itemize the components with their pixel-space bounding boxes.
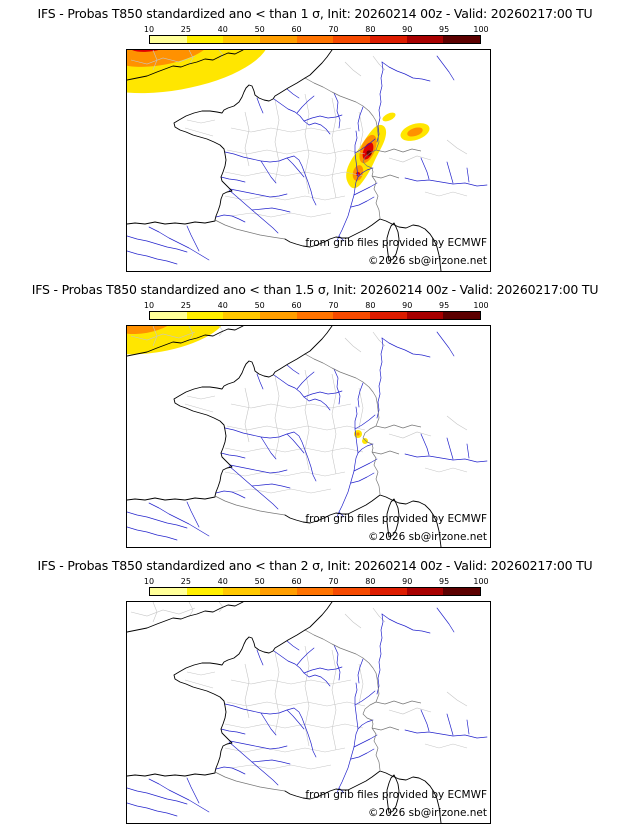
colorbar-gradient-bar bbox=[149, 35, 481, 44]
colorbar-tick: 70 bbox=[328, 577, 339, 586]
colorbar-tick-labels: 10 25 40 50 60 70 80 90 95 100 bbox=[144, 301, 489, 311]
colorbar-segment bbox=[406, 312, 444, 319]
colorbar-segment bbox=[443, 36, 481, 43]
map-france: from grib files provided by ECMWF ©2026 … bbox=[126, 49, 491, 272]
colorbar-segment bbox=[223, 36, 261, 43]
colorbar-gradient-bar bbox=[149, 587, 481, 596]
colorbar-segment bbox=[333, 312, 371, 319]
colorbar-tick: 40 bbox=[217, 577, 228, 586]
copyright-text: ©2026 sb@irizone.net bbox=[368, 807, 487, 819]
colorbar-segment bbox=[223, 312, 261, 319]
colorbar-tick: 60 bbox=[291, 25, 302, 34]
colorbar-segment bbox=[370, 36, 407, 43]
colorbar-tick: 25 bbox=[180, 301, 191, 310]
panel-title: IFS - Probas T850 standardized ano < tha… bbox=[31, 282, 599, 297]
colorbar-tick: 100 bbox=[473, 301, 489, 310]
probability-colorbar: 10 25 40 50 60 70 80 90 95 100 bbox=[144, 25, 489, 44]
colorbar-tick: 60 bbox=[291, 301, 302, 310]
colorbar-tick: 50 bbox=[254, 577, 265, 586]
colorbar-tick: 100 bbox=[473, 25, 489, 34]
forecast-panel-sigma-2: IFS - Probas T850 standardized ano < tha… bbox=[0, 552, 630, 828]
colorbar-tick: 80 bbox=[365, 577, 376, 586]
panel-title: IFS - Probas T850 standardized ano < tha… bbox=[37, 6, 593, 21]
colorbar-tick: 100 bbox=[473, 577, 489, 586]
colorbar-tick: 25 bbox=[180, 25, 191, 34]
attribution-text: from grib files provided by ECMWF bbox=[305, 513, 487, 525]
colorbar-tick: 90 bbox=[402, 301, 413, 310]
colorbar-segment bbox=[260, 588, 297, 595]
colorbar-segment bbox=[223, 588, 261, 595]
colorbar-tick-labels: 10 25 40 50 60 70 80 90 95 100 bbox=[144, 25, 489, 35]
map-svg bbox=[127, 50, 488, 271]
probability-shading bbox=[127, 50, 430, 189]
colorbar-segment bbox=[443, 312, 481, 319]
colorbar-segment bbox=[150, 312, 187, 319]
copyright-text: ©2026 sb@irizone.net bbox=[368, 255, 487, 267]
colorbar-segment bbox=[296, 312, 334, 319]
map-france: from grib files provided by ECMWF ©2026 … bbox=[126, 325, 491, 548]
colorbar-segment bbox=[186, 36, 224, 43]
colorbar-tick: 80 bbox=[365, 301, 376, 310]
colorbar-tick: 80 bbox=[365, 25, 376, 34]
colorbar-segment bbox=[370, 312, 407, 319]
colorbar-tick: 10 bbox=[143, 577, 155, 586]
colorbar-tick: 70 bbox=[328, 301, 339, 310]
colorbar-segment bbox=[333, 588, 371, 595]
colorbar-segment bbox=[296, 588, 334, 595]
attribution-text: from grib files provided by ECMWF bbox=[305, 789, 487, 801]
colorbar-tick: 40 bbox=[217, 25, 228, 34]
map-svg bbox=[127, 326, 488, 547]
colorbar-segment bbox=[150, 588, 187, 595]
map-france: from grib files provided by ECMWF ©2026 … bbox=[126, 601, 491, 824]
colorbar-tick: 50 bbox=[254, 25, 265, 34]
colorbar-segment bbox=[370, 588, 407, 595]
colorbar-tick: 25 bbox=[180, 577, 191, 586]
colorbar-tick: 95 bbox=[439, 577, 450, 586]
colorbar-segment bbox=[406, 36, 444, 43]
forecast-panel-sigma-1: IFS - Probas T850 standardized ano < tha… bbox=[0, 0, 630, 276]
attribution-text: from grib files provided by ECMWF bbox=[305, 237, 487, 249]
colorbar-segment bbox=[333, 36, 371, 43]
colorbar-tick: 95 bbox=[439, 25, 450, 34]
copyright-text: ©2026 sb@irizone.net bbox=[368, 531, 487, 543]
colorbar-segment bbox=[443, 588, 481, 595]
probability-shading bbox=[127, 326, 368, 444]
colorbar-tick: 90 bbox=[402, 25, 413, 34]
colorbar-segment bbox=[186, 588, 224, 595]
colorbar-segment bbox=[296, 36, 334, 43]
colorbar-segment bbox=[406, 588, 444, 595]
colorbar-tick-labels: 10 25 40 50 60 70 80 90 95 100 bbox=[144, 577, 489, 587]
forecast-panel-sigma-1-5: IFS - Probas T850 standardized ano < tha… bbox=[0, 276, 630, 552]
colorbar-segment bbox=[260, 312, 297, 319]
colorbar-segment bbox=[150, 36, 187, 43]
colorbar-tick: 90 bbox=[402, 577, 413, 586]
colorbar-tick: 10 bbox=[143, 25, 155, 34]
colorbar-segment bbox=[186, 312, 224, 319]
colorbar-gradient-bar bbox=[149, 311, 481, 320]
colorbar-segment bbox=[260, 36, 297, 43]
probability-colorbar: 10 25 40 50 60 70 80 90 95 100 bbox=[144, 301, 489, 320]
colorbar-tick: 10 bbox=[143, 301, 155, 310]
colorbar-tick: 50 bbox=[254, 301, 265, 310]
panel-title: IFS - Probas T850 standardized ano < tha… bbox=[37, 558, 593, 573]
probability-colorbar: 10 25 40 50 60 70 80 90 95 100 bbox=[144, 577, 489, 596]
colorbar-tick: 60 bbox=[291, 577, 302, 586]
colorbar-tick: 95 bbox=[439, 301, 450, 310]
colorbar-tick: 70 bbox=[328, 25, 339, 34]
colorbar-tick: 40 bbox=[217, 301, 228, 310]
